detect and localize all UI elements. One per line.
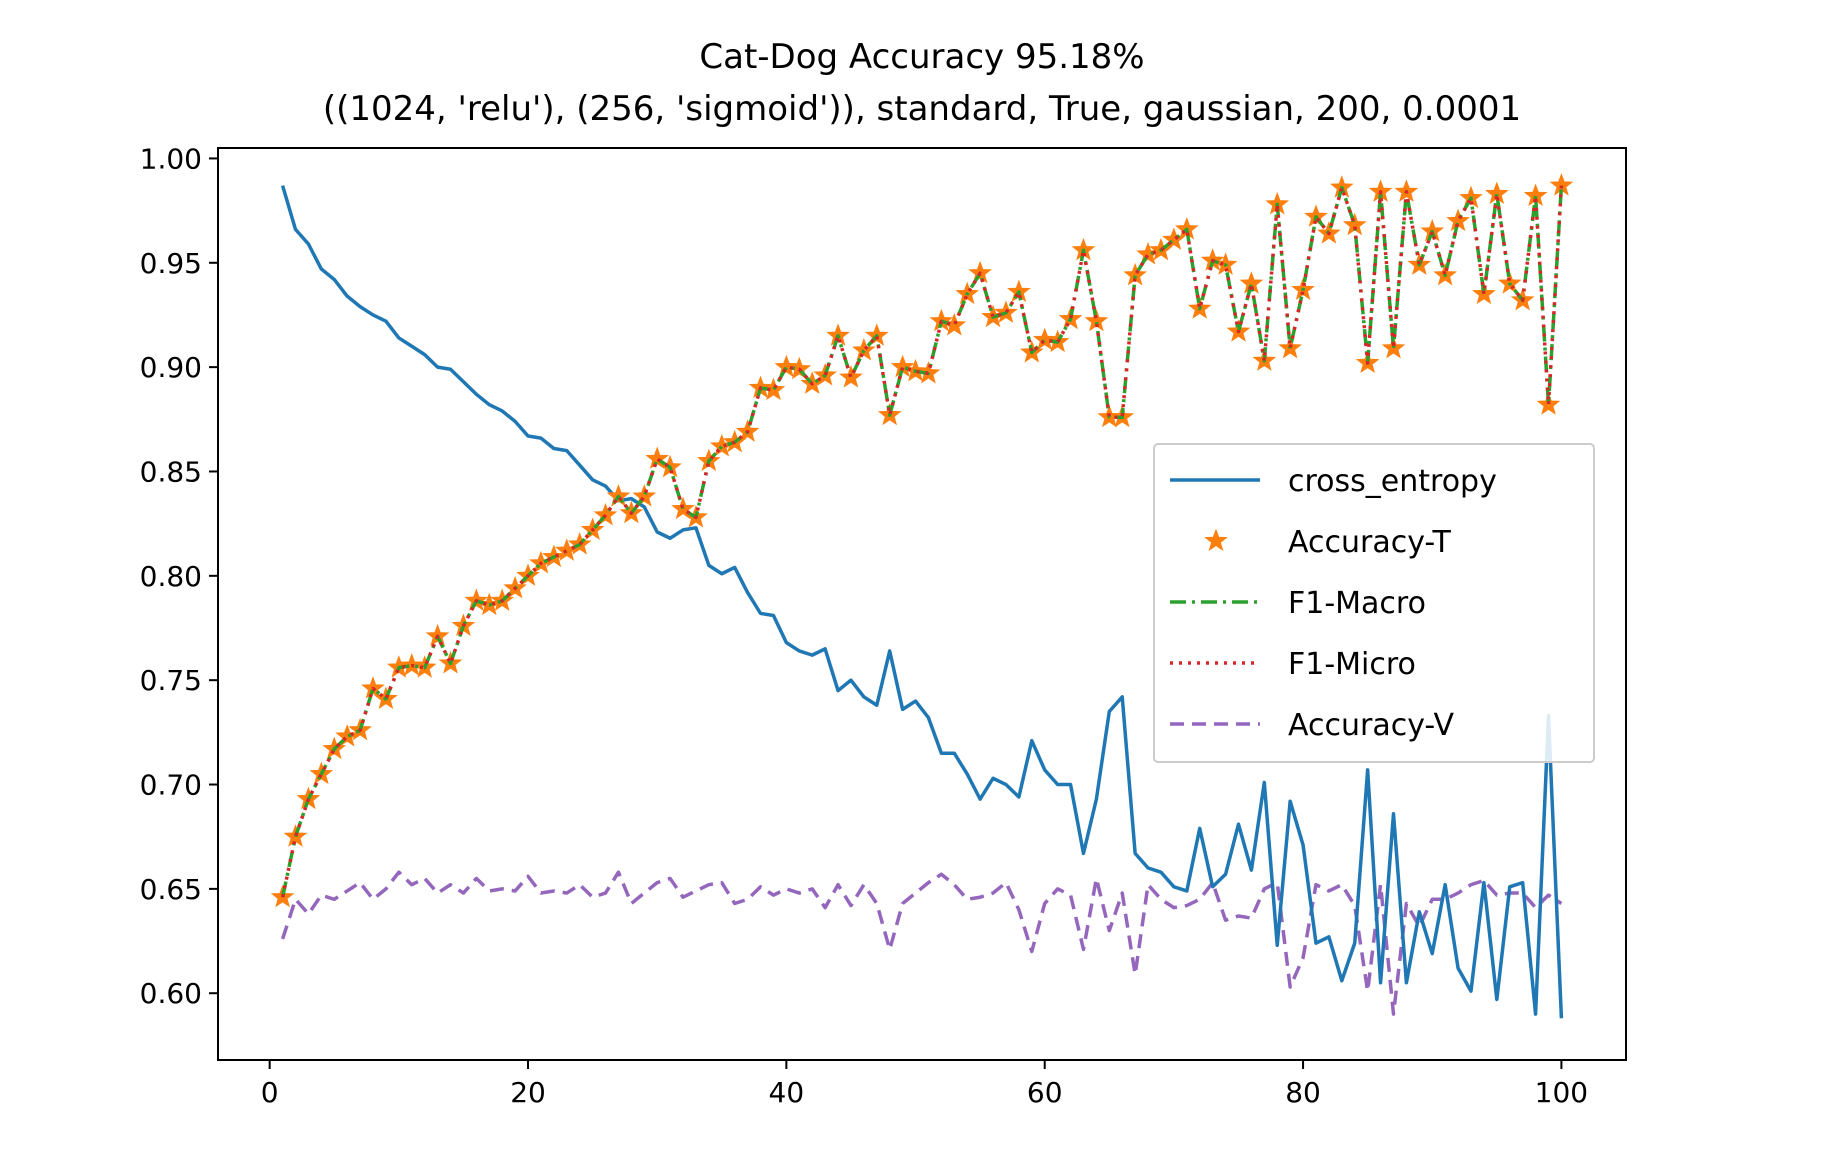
legend: cross_entropy Accuracy-T F1-Macro F1-Micro A… (1153, 443, 1595, 763)
y-tick-label: 1.00 (140, 142, 202, 175)
data-point (632, 484, 657, 507)
x-tick-label: 40 (769, 1076, 805, 1109)
legend-item: Accuracy-V (1170, 708, 1455, 743)
series-accuracy-v (280, 870, 1563, 1016)
legend-item: F1-Macro (1170, 586, 1426, 621)
data-point (774, 354, 799, 378)
legend-label: Accuracy-V (1288, 708, 1455, 743)
x-tick-label: 100 (1535, 1076, 1588, 1109)
x-tick-label: 60 (1027, 1076, 1063, 1109)
x-tick-label: 0 (261, 1076, 279, 1109)
legend-item: Accuracy-T (1204, 525, 1452, 560)
series-cross-entropy (280, 185, 1564, 1019)
series-line (280, 185, 1564, 898)
data-point (1032, 327, 1057, 351)
y-tick-label: 0.75 (140, 664, 202, 697)
y-tick-label: 0.80 (140, 560, 202, 593)
data-point (1497, 271, 1522, 294)
y-tick-label: 0.65 (140, 873, 202, 906)
chart-title: Cat-Dog Accuracy 95.18% (699, 37, 1144, 77)
legend-label: Accuracy-T (1288, 525, 1452, 560)
series-layer (270, 173, 1574, 1019)
y-tick-label: 0.90 (140, 351, 202, 384)
y-tick-label: 0.85 (140, 455, 202, 488)
series-line (280, 185, 1564, 1019)
chart-subtitle: ((1024, 'relu'), (256, 'sigmoid')), stan… (323, 89, 1521, 129)
legend-item: cross_entropy (1170, 464, 1497, 499)
data-point (593, 502, 618, 526)
legend-label: F1-Macro (1288, 586, 1426, 621)
data-point (852, 337, 876, 361)
series-line (280, 870, 1563, 1016)
legend-label: cross_entropy (1288, 464, 1497, 499)
legend-label: F1-Micro (1288, 647, 1416, 682)
series-f1-macro (280, 185, 1564, 898)
plot-frame (217, 147, 1627, 1061)
legend-marker (1204, 528, 1228, 552)
y-tick-label: 0.70 (140, 769, 202, 802)
x-tick-label: 80 (1285, 1076, 1321, 1109)
y-tick-label: 0.95 (140, 247, 202, 280)
x-tick-label: 20 (510, 1076, 546, 1109)
axis-ticks: 0 20 40 60 80 100 0.60 0.65 0.70 0.75 0.80 0.85 0.90… (140, 142, 1588, 1109)
legend-item: F1-Micro (1170, 647, 1416, 682)
y-tick-label: 0.60 (140, 977, 202, 1010)
legend-box (1153, 443, 1595, 763)
data-point (1342, 212, 1367, 236)
